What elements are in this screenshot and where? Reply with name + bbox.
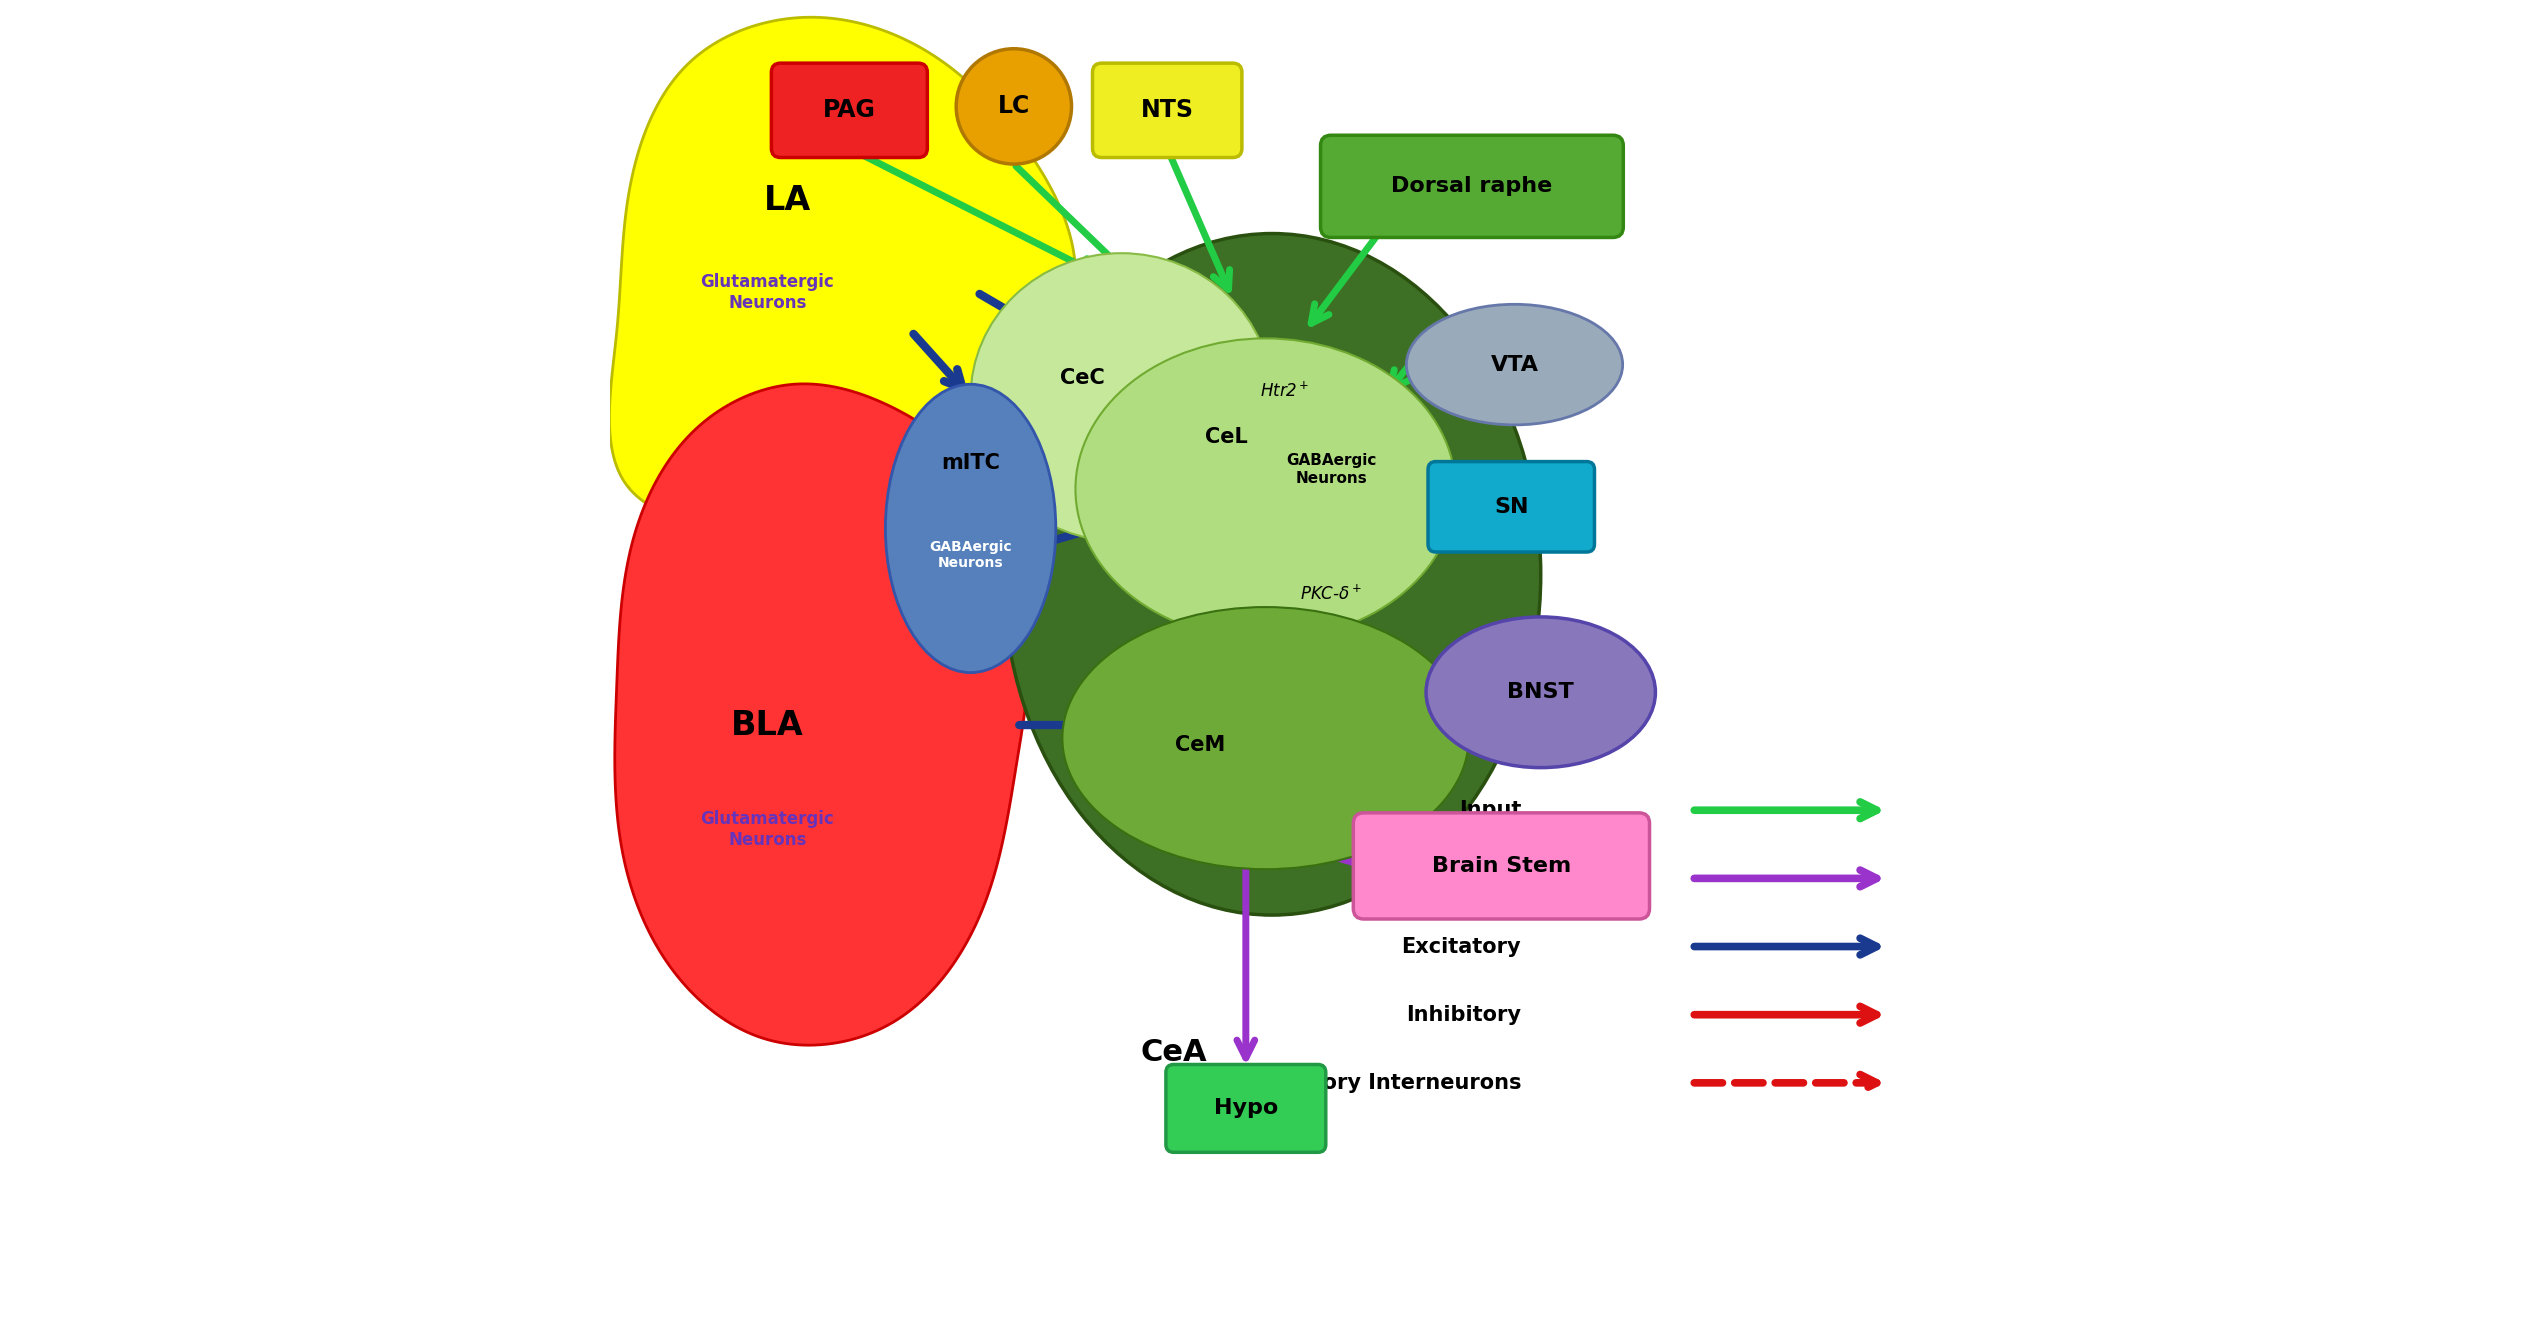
FancyBboxPatch shape bbox=[1093, 63, 1243, 157]
FancyBboxPatch shape bbox=[1354, 813, 1650, 919]
Ellipse shape bbox=[969, 253, 1273, 542]
Text: LA: LA bbox=[764, 185, 810, 218]
Text: CeC: CeC bbox=[1060, 368, 1104, 388]
Polygon shape bbox=[615, 384, 1030, 1045]
Text: GABAergic
Neurons: GABAergic Neurons bbox=[929, 539, 1012, 570]
Text: Dorsal raphe: Dorsal raphe bbox=[1392, 177, 1552, 197]
Circle shape bbox=[957, 49, 1071, 164]
Text: PAG: PAG bbox=[823, 99, 876, 123]
Text: Htr2$^+$: Htr2$^+$ bbox=[1260, 381, 1311, 401]
Text: CeM: CeM bbox=[1174, 735, 1225, 754]
Text: BNST: BNST bbox=[1508, 682, 1574, 702]
Text: CeA: CeA bbox=[1141, 1038, 1207, 1067]
Polygon shape bbox=[610, 17, 1076, 549]
FancyBboxPatch shape bbox=[1321, 136, 1622, 237]
Text: Output: Output bbox=[1438, 868, 1521, 889]
Text: VTA: VTA bbox=[1491, 355, 1539, 375]
Ellipse shape bbox=[1063, 607, 1468, 869]
Text: Excitatory: Excitatory bbox=[1402, 936, 1521, 956]
Text: Glutamatergic
Neurons: Glutamatergic Neurons bbox=[701, 810, 835, 849]
Text: mITC: mITC bbox=[942, 452, 1000, 474]
Ellipse shape bbox=[1425, 617, 1655, 768]
Ellipse shape bbox=[1002, 233, 1541, 915]
Text: PKC-δ$^+$: PKC-δ$^+$ bbox=[1301, 584, 1362, 604]
Text: NTS: NTS bbox=[1141, 99, 1195, 123]
FancyBboxPatch shape bbox=[772, 63, 926, 157]
Text: CeL: CeL bbox=[1205, 426, 1248, 447]
Ellipse shape bbox=[1076, 339, 1455, 640]
Text: Glutamatergic
Neurons: Glutamatergic Neurons bbox=[701, 273, 835, 311]
Text: Brain Stem: Brain Stem bbox=[1433, 856, 1572, 876]
Text: Inhibitory Interneurons: Inhibitory Interneurons bbox=[1245, 1072, 1521, 1093]
Text: BLA: BLA bbox=[731, 708, 805, 741]
Text: Inhibitory: Inhibitory bbox=[1407, 1005, 1521, 1025]
FancyBboxPatch shape bbox=[1167, 1064, 1326, 1153]
FancyBboxPatch shape bbox=[1427, 462, 1595, 553]
Text: Input: Input bbox=[1458, 801, 1521, 820]
Text: LC: LC bbox=[997, 95, 1030, 119]
Ellipse shape bbox=[886, 384, 1055, 673]
Ellipse shape bbox=[1407, 305, 1622, 425]
Text: GABAergic
Neurons: GABAergic Neurons bbox=[1286, 454, 1377, 485]
Text: Hypo: Hypo bbox=[1215, 1099, 1278, 1119]
Text: SN: SN bbox=[1493, 497, 1529, 517]
